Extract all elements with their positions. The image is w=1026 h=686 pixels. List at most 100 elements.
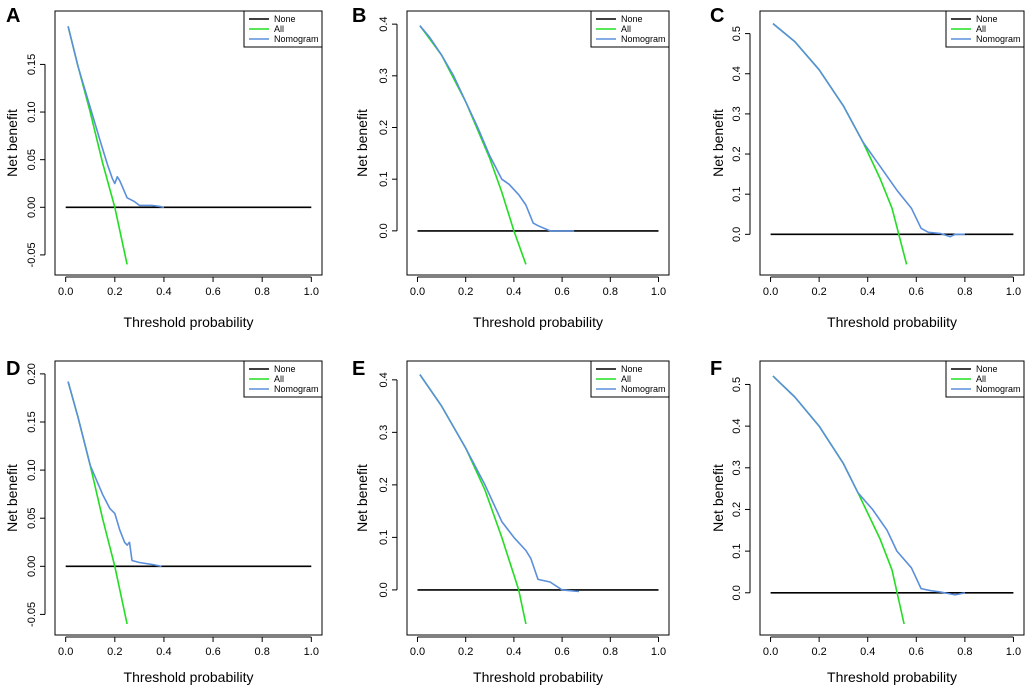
x-axis-title: Threshold probability bbox=[473, 669, 603, 685]
legend-label: All bbox=[274, 24, 284, 34]
x-tick-label: 0.4 bbox=[156, 646, 171, 658]
x-tick-label: 0.2 bbox=[811, 286, 826, 298]
plot-frame bbox=[54, 360, 323, 636]
series-line-all bbox=[419, 25, 527, 265]
y-tick-label: 0.0 bbox=[378, 223, 390, 238]
legend-label: Nomogram bbox=[274, 34, 319, 44]
x-tick-label: 1.0 bbox=[1006, 286, 1021, 298]
legend-label: None bbox=[274, 14, 296, 24]
y-tick-label: -0.05 bbox=[26, 602, 38, 627]
y-tick-label: 0.0 bbox=[378, 582, 390, 597]
x-tick-label: 0.2 bbox=[107, 646, 122, 658]
y-tick-label: 0.20 bbox=[26, 363, 38, 384]
legend-label: None bbox=[621, 14, 643, 24]
x-tick-label: 0.6 bbox=[554, 286, 569, 298]
x-tick-label: 0.0 bbox=[763, 286, 778, 298]
series-line-all bbox=[419, 374, 527, 625]
legend-label: Nomogram bbox=[976, 34, 1021, 44]
x-tick-label: 1.0 bbox=[651, 646, 666, 658]
x-tick-label: 0.6 bbox=[554, 646, 569, 658]
y-axis-title: Net benefit bbox=[710, 464, 726, 532]
panel-letter: E bbox=[352, 358, 365, 380]
y-tick-label: 0.3 bbox=[378, 425, 390, 440]
x-tick-label: 0.0 bbox=[763, 646, 778, 658]
legend-label: All bbox=[976, 374, 986, 384]
x-tick-label: 0.6 bbox=[909, 646, 924, 658]
legend-label: All bbox=[621, 24, 631, 34]
y-tick-label: 0.05 bbox=[26, 507, 38, 528]
y-tick-label: 0.00 bbox=[26, 556, 38, 577]
x-tick-label: 1.0 bbox=[304, 286, 319, 298]
panel-letter: A bbox=[6, 5, 20, 27]
y-tick-label: 0.5 bbox=[731, 26, 743, 41]
y-tick-label: 0.5 bbox=[731, 377, 743, 392]
y-axis-title: Net benefit bbox=[4, 464, 20, 532]
y-tick-label: -0.05 bbox=[26, 242, 38, 267]
x-axis-title: Threshold probability bbox=[473, 314, 603, 330]
x-axis-title: Threshold probability bbox=[124, 669, 254, 685]
x-tick-label: 1.0 bbox=[304, 646, 319, 658]
panel-letter: D bbox=[6, 358, 20, 380]
legend-label: None bbox=[274, 364, 296, 374]
chart-panel-A: A 0.0 0.2 0.4 0.6 0.8 1.0 -0.05 0.00 0.05 0.10 0.15… bbox=[4, 5, 323, 330]
x-tick-label: 0.4 bbox=[156, 286, 171, 298]
x-tick-label: 0.8 bbox=[603, 646, 618, 658]
series-line-nomogram bbox=[772, 22, 965, 238]
x-tick-label: 0.0 bbox=[58, 286, 73, 298]
chart-panel-D: D 0.0 0.2 0.4 0.6 0.8 1.0 -0.05 0.00 0.05 0.10 0.15… bbox=[4, 358, 323, 685]
y-tick-label: 0.1 bbox=[731, 543, 743, 558]
legend-label: Nomogram bbox=[274, 384, 319, 394]
legend-label: Nomogram bbox=[976, 384, 1021, 394]
x-tick-label: 0.4 bbox=[860, 286, 875, 298]
y-tick-label: 0.2 bbox=[378, 120, 390, 135]
y-axis-title: Net benefit bbox=[710, 109, 726, 177]
plot-frame bbox=[759, 360, 1025, 636]
x-axis-title: Threshold probability bbox=[827, 314, 957, 330]
plot-frame bbox=[406, 10, 670, 276]
y-tick-label: 0.4 bbox=[731, 418, 743, 433]
x-tick-label: 0.4 bbox=[860, 646, 875, 658]
legend-label: Nomogram bbox=[621, 34, 666, 44]
chart-panel-F: F 0.0 0.2 0.4 0.6 0.8 1.0 0.0 0.1 0.2 0.3 0.4 0.5 Thr… bbox=[710, 358, 1025, 685]
x-tick-label: 0.6 bbox=[909, 286, 924, 298]
plot-frame bbox=[406, 360, 670, 636]
y-axis-title: Net benefit bbox=[354, 464, 370, 532]
series-line-nomogram bbox=[772, 375, 966, 596]
y-axis-title: Net benefit bbox=[4, 109, 20, 177]
x-tick-label: 0.2 bbox=[107, 286, 122, 298]
legend-label: All bbox=[621, 374, 631, 384]
y-tick-label: 0.15 bbox=[26, 54, 38, 75]
y-tick-label: 0.3 bbox=[731, 460, 743, 475]
legend-box bbox=[243, 360, 323, 398]
x-tick-label: 0.2 bbox=[811, 646, 826, 658]
legend-label: All bbox=[976, 24, 986, 34]
x-tick-label: 0.8 bbox=[957, 286, 972, 298]
y-tick-label: 0.0 bbox=[731, 585, 743, 600]
series-line-nomogram bbox=[67, 26, 165, 209]
x-tick-label: 0.6 bbox=[205, 646, 220, 658]
y-tick-label: 0.05 bbox=[26, 149, 38, 170]
y-tick-label: 0.10 bbox=[26, 459, 38, 480]
x-tick-label: 0.8 bbox=[957, 646, 972, 658]
y-tick-label: 0.2 bbox=[378, 477, 390, 492]
y-tick-label: 0.1 bbox=[731, 187, 743, 202]
panel-letter: F bbox=[710, 358, 722, 380]
y-tick-label: 0.00 bbox=[26, 197, 38, 218]
legend-label: None bbox=[976, 14, 998, 24]
x-tick-label: 0.2 bbox=[458, 286, 473, 298]
chart-panel-E: E 0.0 0.2 0.4 0.6 0.8 1.0 0.0 0.1 0.2 0.3 0.4 Thresh… bbox=[352, 358, 670, 685]
y-tick-label: 0.4 bbox=[731, 66, 743, 81]
y-tick-label: 0.1 bbox=[378, 530, 390, 545]
y-axis-title: Net benefit bbox=[354, 109, 370, 177]
y-tick-label: 0.1 bbox=[378, 172, 390, 187]
series-line-nomogram bbox=[419, 374, 580, 593]
x-tick-label: 0.2 bbox=[458, 646, 473, 658]
series-line-nomogram bbox=[419, 25, 575, 232]
plot-frame bbox=[759, 10, 1025, 276]
x-tick-label: 0.0 bbox=[410, 646, 425, 658]
